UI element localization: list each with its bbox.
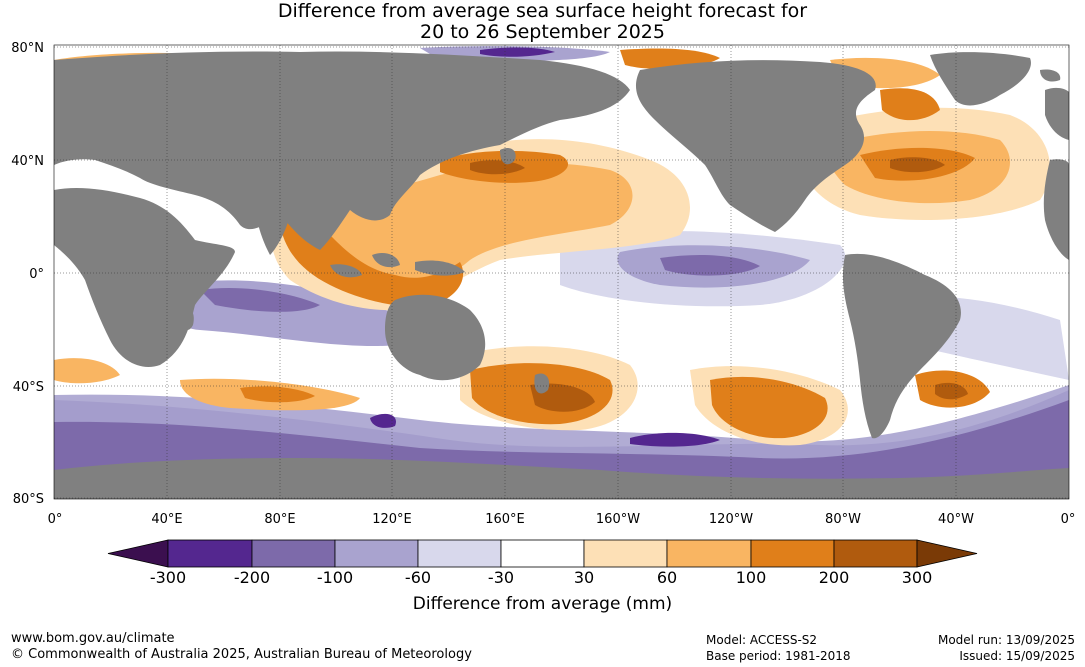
colorbar-bin-4 — [417, 539, 502, 568]
footer-issued: Issued: 15/09/2025 — [959, 649, 1075, 663]
hudson-positive — [880, 88, 940, 121]
land-south-america — [842, 253, 961, 439]
map-area — [54, 45, 1069, 499]
lat-tick-40s: 40°S — [13, 380, 44, 395]
colorbar-bin-5 — [500, 539, 585, 568]
map-title-line-2: 20 to 26 September 2025 — [420, 21, 665, 43]
footer-copyright: © Commonwealth of Australia 2025, Austra… — [11, 647, 472, 662]
colorbar-lower-extension — [107, 539, 169, 568]
land-new-zealand — [534, 373, 550, 394]
land-europe-wrap — [1045, 87, 1069, 140]
map-title-line-1: Difference from average sea surface heig… — [277, 0, 808, 22]
lon-tick-160w: 160°W — [596, 512, 640, 527]
lon-tick-120e: 120°E — [372, 512, 412, 527]
colorbar-label-minus-100: -100 — [316, 568, 354, 587]
lon-tick-0-left: 0° — [48, 512, 63, 527]
southeast-pacific-positive — [710, 376, 828, 439]
land-indonesia-1 — [330, 264, 362, 278]
gridlines — [54, 45, 1069, 499]
colorbar-label-30: 30 — [573, 568, 595, 587]
footer-url[interactable]: www.bom.gov.au/climate — [11, 631, 175, 646]
land-australia — [385, 294, 486, 381]
lat-tick-0: 0° — [29, 267, 44, 282]
colorbar-label-200: 200 — [818, 568, 850, 587]
lon-tick-120w: 120°W — [709, 512, 753, 527]
colorbar-bin-2 — [251, 539, 336, 568]
land-india — [255, 198, 290, 255]
land-masses — [54, 51, 1069, 499]
colorbar-bin-8 — [750, 539, 835, 568]
lon-tick-40w: 40°W — [938, 512, 974, 527]
lat-tick-40n: 40°N — [11, 154, 44, 169]
colorbar-label-100: 100 — [735, 568, 767, 587]
arctic-negative-core — [480, 47, 555, 57]
colorbar-upper-extension — [916, 539, 978, 568]
land-indonesia-2 — [372, 253, 400, 268]
south-indian-positive-core — [240, 386, 315, 403]
south-atlantic-dark-core — [935, 382, 968, 400]
land-greenland — [930, 52, 1031, 106]
lon-tick-80w: 80°W — [825, 512, 861, 527]
lon-tick-160e: 160°E — [485, 512, 525, 527]
north-atlantic-dark-core — [890, 157, 945, 173]
colorbar-bin-1 — [167, 539, 253, 568]
colorbar-label-minus-30: -30 — [487, 568, 515, 587]
colorbar-label-minus-300: -300 — [149, 568, 187, 587]
lat-tick-80n: 80°N — [11, 41, 44, 56]
colorbar-bin-9 — [833, 539, 918, 568]
colorbar-bin-6 — [583, 539, 668, 568]
north-pacific-dark-core — [470, 160, 525, 175]
lon-tick-80e: 80°E — [264, 512, 295, 527]
colorbar-label-minus-60: -60 — [404, 568, 432, 587]
land-new-guinea — [415, 260, 465, 276]
colorbar — [107, 539, 978, 568]
southern-ocean-light-band — [54, 385, 1069, 459]
land-iceland — [1040, 69, 1061, 82]
lon-tick-40e: 40°E — [151, 512, 182, 527]
colorbar-label-60: 60 — [656, 568, 678, 587]
land-antarctica — [54, 458, 1069, 499]
footer-model: Model: ACCESS-S2 — [706, 633, 818, 647]
land-madagascar — [181, 308, 194, 330]
land-eurasia — [54, 51, 630, 250]
footer-model-run: Model run: 13/09/2025 — [937, 633, 1075, 647]
colorbar-title: Difference from average (mm) — [412, 594, 673, 614]
land-africa-wrap — [1043, 159, 1069, 260]
agulhas-positive — [54, 358, 120, 384]
equatorial-pacific-dark-core — [660, 254, 760, 276]
colorbar-label-300: 300 — [901, 568, 933, 587]
map-frame — [53, 44, 1070, 500]
southern-ocean-dark-patch-2 — [370, 413, 396, 428]
southern-ocean-dark-patch — [630, 432, 720, 447]
lat-tick-80s: 80°S — [13, 492, 44, 507]
colorbar-bin-3 — [334, 539, 419, 568]
colorbar-label-minus-200: -200 — [233, 568, 271, 587]
land-japan — [500, 148, 516, 165]
colorbar-bin-7 — [666, 539, 752, 568]
lon-tick-0-right: 0° — [1061, 512, 1076, 527]
footer-base-period: Base period: 1981-2018 — [706, 649, 851, 663]
indian-ocean-negative-core — [200, 287, 320, 312]
land-north-america — [635, 60, 876, 232]
